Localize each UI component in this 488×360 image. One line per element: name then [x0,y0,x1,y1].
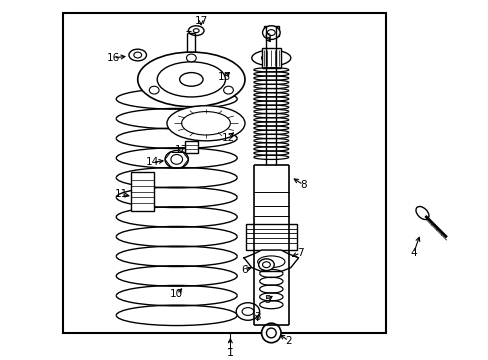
Ellipse shape [258,259,274,271]
Text: 10: 10 [170,289,183,299]
Text: 16: 16 [106,53,120,63]
Ellipse shape [166,106,244,141]
Ellipse shape [181,112,230,135]
Bar [62,13,386,333]
Text: 7: 7 [297,248,303,258]
Ellipse shape [261,323,281,343]
Ellipse shape [193,29,199,33]
Text: 12: 12 [222,133,235,143]
Ellipse shape [188,26,203,36]
Ellipse shape [138,52,244,107]
Text: 13: 13 [175,145,188,154]
Bar [261,48,281,68]
Bar [245,224,296,250]
Text: 8: 8 [300,180,306,190]
Text: 14: 14 [145,157,159,167]
Text: 1: 1 [226,348,233,357]
Ellipse shape [262,26,280,40]
Ellipse shape [129,49,146,61]
Text: 6: 6 [241,265,248,275]
Text: 2: 2 [285,336,292,346]
Bar [184,141,198,153]
Text: 3: 3 [254,312,261,322]
Ellipse shape [415,207,428,220]
Text: 17: 17 [194,16,207,26]
Polygon shape [244,250,298,271]
Ellipse shape [262,262,270,267]
Bar [131,172,154,211]
Ellipse shape [179,73,203,86]
Text: 5: 5 [264,295,270,305]
Text: 9: 9 [264,33,270,44]
Ellipse shape [236,303,259,320]
Ellipse shape [170,154,182,164]
Ellipse shape [267,30,275,36]
Ellipse shape [157,62,225,97]
Ellipse shape [164,150,188,168]
Text: 15: 15 [218,72,231,82]
Ellipse shape [242,307,253,315]
Ellipse shape [223,86,233,94]
Ellipse shape [261,53,281,63]
Ellipse shape [149,86,159,94]
Text: 11: 11 [114,189,127,199]
Ellipse shape [266,328,276,338]
Ellipse shape [134,52,142,58]
Text: 4: 4 [409,248,416,258]
Text: 1: 1 [226,341,233,351]
Bar [263,26,279,36]
Ellipse shape [186,54,196,62]
Ellipse shape [251,50,290,66]
